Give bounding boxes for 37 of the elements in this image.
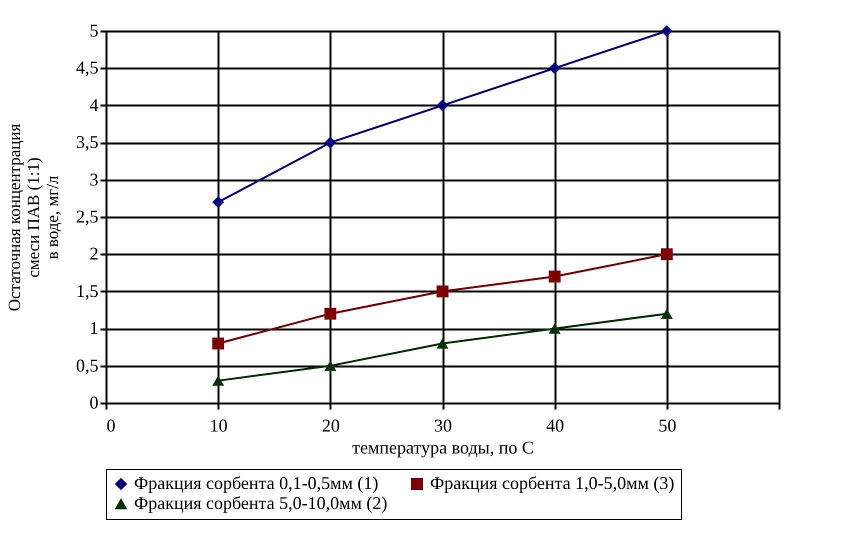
x-tick-label: 20 [322, 416, 340, 436]
point [548, 62, 561, 74]
point [324, 136, 336, 149]
y-tick-label: 2 [90, 244, 98, 264]
point [548, 323, 561, 334]
y-tick-label: 0,5 [76, 355, 98, 376]
x-tick-label: 40 [546, 416, 564, 436]
y-tick-label: 3 [90, 169, 98, 190]
x-tick-label: 30 [434, 416, 452, 436]
point [324, 360, 336, 371]
y-tick-label: 0 [90, 392, 98, 412]
y-tick-label: 5 [90, 20, 98, 40]
x-axis-title: температура воды, по С [352, 438, 534, 458]
point [548, 270, 561, 282]
point [660, 308, 673, 319]
point [436, 285, 448, 298]
x-tick-label: 10 [210, 416, 228, 436]
legend-label: Фракция сорбента 0,1-0,5мм (1) [134, 473, 378, 493]
point [212, 196, 224, 208]
y-axis-title: Остаточная концентрация смеси ПАВ (1:1) в воде, мг/л [5, 124, 62, 312]
point [660, 25, 673, 37]
point [436, 99, 448, 112]
legend-label: Фракция сорбента 1,0-5,0мм (3) [430, 473, 674, 493]
y-tick-label: 3,5 [76, 132, 98, 152]
y-tick-label: 2,5 [76, 206, 98, 226]
y-tick-label: 4 [90, 94, 98, 115]
point [324, 308, 336, 320]
y-tick-label: 1 [90, 318, 98, 338]
x-tick-label: 50 [658, 416, 676, 436]
point [212, 338, 224, 350]
y-tick-label: 4,5 [76, 58, 98, 78]
x-tick-label: 0 [106, 416, 116, 436]
legend-label: Фракция сорбента 5,0-10,0мм (2) [134, 493, 388, 513]
point [660, 248, 673, 260]
y-tick-label: 1,5 [76, 280, 98, 301]
point [212, 376, 224, 386]
point [436, 338, 448, 349]
